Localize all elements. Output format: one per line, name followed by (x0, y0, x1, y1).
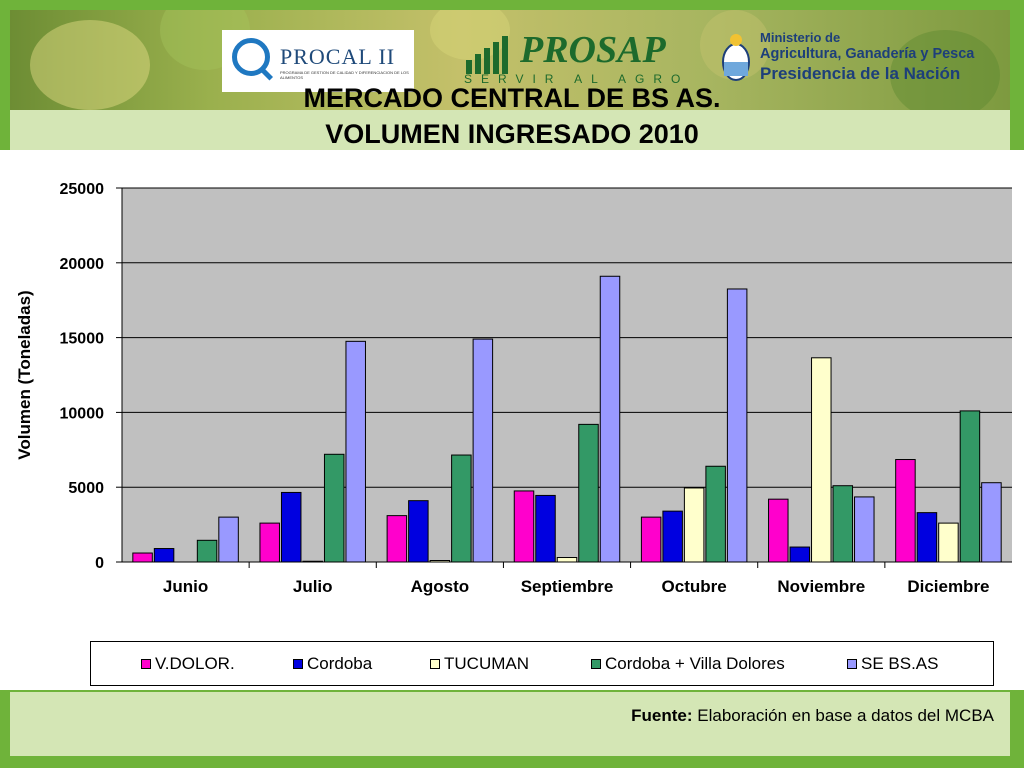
procal-logo-text: PROCAL II (280, 44, 396, 69)
legend-item: Cordoba (293, 654, 373, 673)
bar (662, 510, 683, 563)
bar (153, 548, 175, 563)
bar (916, 512, 938, 563)
y-tick-labels: 0 5000 10000 15000 20000 25000 (60, 181, 105, 572)
chart-legend: V.DOLOR. Cordoba TUCUMAN Cordoba + Villa Do… (90, 641, 994, 686)
bar (451, 454, 472, 563)
legend-label: TUCUMAN (444, 654, 529, 673)
gridlines (122, 187, 1012, 488)
procal-logo: PROCAL II PROGRAMA DE GESTION DE CALIDAD… (222, 30, 414, 92)
bar (472, 338, 494, 563)
bar (938, 522, 959, 563)
source-note: Fuente: Elaboración en base a datos del … (0, 706, 994, 726)
x-tick-label: Agosto (411, 577, 470, 596)
x-tick-label: Septiembre (521, 577, 614, 596)
bar (556, 557, 578, 563)
legend-item: TUCUMAN (430, 654, 529, 673)
ministry-logo: Ministerio de Agricultura, Ganadería y P… (720, 28, 980, 90)
y-tick-label: 25000 (60, 181, 105, 198)
bar (811, 357, 832, 563)
legend-swatch (847, 659, 857, 669)
y-tick-label: 15000 (60, 331, 105, 348)
prosap-logo: PROSAP SERVIR AL AGRO (462, 28, 692, 88)
bar (345, 340, 366, 563)
ministry-line3: Presidencia de la Nación (760, 64, 961, 83)
bar (280, 491, 302, 563)
bar (132, 552, 153, 563)
bar (196, 539, 218, 563)
legend-label: Cordoba + Villa Dolores (605, 654, 785, 673)
legend-item: Cordoba + Villa Dolores (591, 654, 785, 673)
bar (705, 465, 726, 563)
procal-q-icon (232, 38, 270, 76)
legend-swatch (141, 659, 151, 669)
bar (683, 487, 705, 563)
legend-label: Cordoba (307, 654, 373, 673)
ministry-line2: Agricultura, Ganadería y Pesca (760, 46, 975, 62)
bar (832, 485, 854, 563)
bar (323, 453, 345, 563)
x-tick-label: Octubre (662, 577, 727, 596)
x-tick-label: Noviembre (777, 577, 865, 596)
bars (132, 275, 1002, 563)
national-seal-icon (722, 34, 750, 81)
y-tick-label: 5000 (68, 480, 104, 497)
axes (116, 187, 1012, 568)
slide-title-line1: MERCADO CENTRAL DE BS AS. (303, 83, 721, 113)
bar (726, 288, 748, 563)
prosap-logo-text: PROSAP (520, 29, 666, 71)
legend-label: V.DOLOR. (155, 654, 235, 673)
bar (959, 410, 981, 563)
title-band (10, 110, 1010, 150)
header-banner (10, 10, 1010, 110)
slide-title: MERCADO CENTRAL DE BS AS. VOLUMEN INGRES… (0, 80, 1024, 150)
bar (259, 522, 280, 563)
ministry-line1: Ministerio de (760, 30, 841, 45)
prosap-logo-subtext: SERVIR AL AGRO (464, 72, 690, 86)
bar (513, 490, 535, 563)
x-tick-label: Diciembre (907, 577, 989, 596)
bar (218, 516, 239, 563)
bar (981, 482, 1002, 563)
legend-item: V.DOLOR. (141, 654, 235, 673)
source-text: Elaboración en base a datos del MCBA (692, 706, 994, 725)
bar (640, 516, 662, 563)
y-tick-label: 20000 (60, 256, 105, 273)
legend-swatch (591, 659, 601, 669)
bar (408, 500, 429, 563)
legend-label: SE BS.AS (861, 654, 939, 673)
bar (854, 496, 875, 563)
y-tick-label: 0 (95, 555, 104, 572)
x-tick-label: Julio (293, 577, 333, 596)
procal-logo-subtext: PROGRAMA DE GESTION DE CALIDAD Y DIFEREN… (280, 70, 409, 80)
legend-item: SE BS.AS (847, 654, 939, 673)
source-label: Fuente: (631, 706, 693, 725)
bar (768, 498, 789, 563)
y-axis-label: Volumen (Toneladas) (15, 290, 34, 459)
bar (895, 459, 916, 563)
x-tick-label: Junio (163, 577, 208, 596)
bar (578, 423, 599, 563)
bar (789, 546, 811, 563)
legend-swatch (293, 659, 303, 669)
y-tick-label: 10000 (60, 405, 105, 422)
title-clip: MERCADO CENTRAL DE BS AS. VOLUMEN INGRES… (0, 0, 1024, 150)
prosap-bars-icon (466, 36, 508, 74)
legend-swatch (430, 659, 440, 669)
bar (386, 515, 408, 563)
plot-area (122, 188, 1012, 562)
bar (599, 275, 621, 563)
x-tick-labels: Junio Julio Agosto Septiembre Octubre Noviemb… (163, 577, 990, 596)
footer-band (10, 692, 1010, 756)
slide-title-line2: VOLUMEN INGRESADO 2010 (325, 119, 699, 149)
bar (535, 494, 556, 563)
bar-chart: 0 5000 10000 15000 20000 25000 Junio Julio Agos… (15, 181, 1012, 596)
